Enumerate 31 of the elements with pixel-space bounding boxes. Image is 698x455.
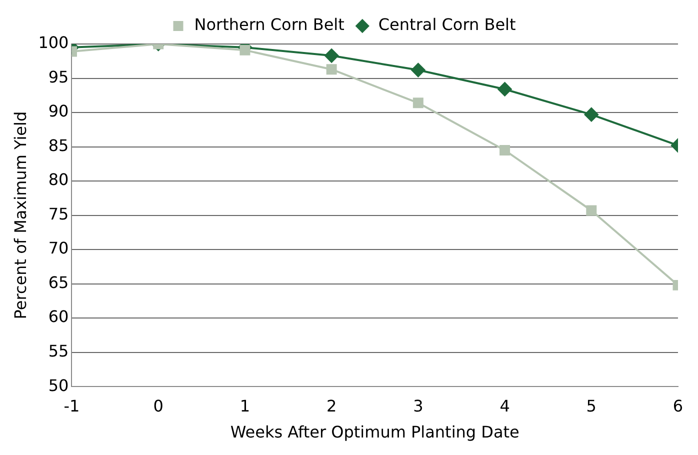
x-axis-title: Weeks After Optimum Planting Date [230,422,520,442]
point [500,144,510,156]
x-tick-label: 1 [240,396,250,416]
x-tick-label: 5 [586,396,596,416]
x-tick-label: 6 [672,396,684,416]
point [326,64,337,75]
y-tick-label: 60 [48,307,69,326]
x-tick-label: -1 [64,396,80,416]
legend-label: Central Corn Belt [378,15,516,34]
y-axis-title: Percent of Maximum Yield [10,111,30,320]
x-tick-label: 2 [326,396,337,416]
point [498,82,512,96]
x-tick-label: 3 [413,396,424,416]
point [584,108,598,122]
y-tick-label: 100 [38,33,69,52]
legend-label: Northern Corn Belt [194,15,344,34]
y-tick-label: 80 [48,170,69,190]
point [324,48,339,63]
y-tick-label: 75 [48,204,69,224]
point [411,63,426,78]
point [412,98,424,108]
y-tick-label: 50 [48,376,69,395]
x-tick-label: 4 [500,396,510,416]
y-tick-label: 70 [48,238,69,258]
y-tick-label: 95 [48,67,69,86]
x-tick-label: 0 [153,396,164,416]
y-tick-label: 55 [48,341,69,360]
y-tick-label: 90 [48,102,69,121]
point [586,205,597,216]
y-tick-label: 85 [48,136,69,155]
y-tick-label: 65 [48,272,69,292]
